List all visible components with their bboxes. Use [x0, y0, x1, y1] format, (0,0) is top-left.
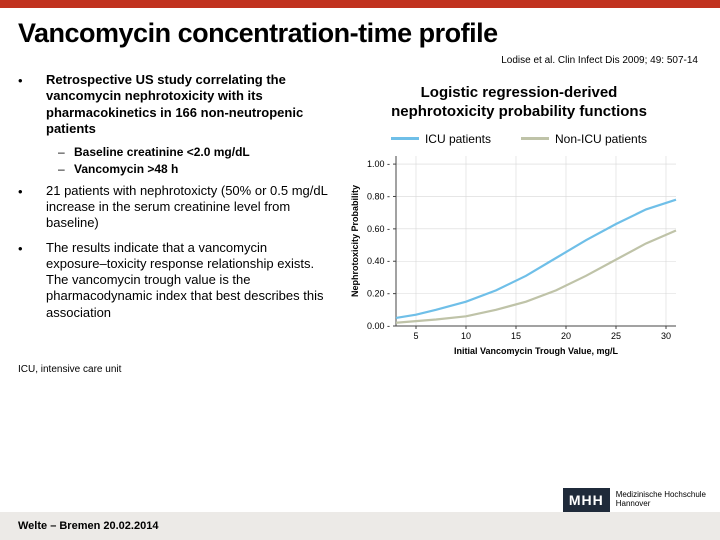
footer: MHH Medizinische Hochschule Hannover Wel… — [0, 512, 720, 540]
bullet-text: Retrospective US study correlating the v… — [46, 72, 328, 137]
bullet-item: • The results indicate that a vancomycin… — [18, 240, 328, 321]
right-column: Logistic regression-derived nephrotoxici… — [338, 72, 700, 358]
left-column: • Retrospective US study correlating the… — [18, 72, 338, 358]
legend-swatch — [391, 137, 419, 140]
logo-text: Medizinische Hochschule Hannover — [616, 491, 706, 509]
probability-chart: 0.00 - 0.20 - 0.40 - 0.60 - 0.80 - 1.00 - 5 10 1… — [348, 148, 688, 358]
svg-text:0.40 -: 0.40 - — [367, 256, 390, 266]
sub-bullet-text: Baseline creatinine <2.0 mg/dL — [74, 145, 328, 159]
svg-text:30: 30 — [661, 331, 671, 341]
sub-bullet-item: – Vancomycin >48 h — [58, 162, 328, 176]
footer-band: Welte – Bremen 20.02.2014 — [0, 512, 720, 540]
subheading-line: Logistic regression-derived — [421, 84, 618, 101]
svg-text:0.20 -: 0.20 - — [367, 288, 390, 298]
top-accent-bar — [0, 0, 720, 8]
sub-bullet-marker: – — [58, 145, 74, 159]
bullet-text: The results indicate that a vancomycin e… — [46, 240, 328, 321]
legend-label: ICU patients — [425, 132, 491, 146]
svg-text:0.00 -: 0.00 - — [367, 321, 390, 331]
citation: Lodise et al. Clin Infect Dis 2009; 49: … — [0, 55, 720, 72]
content-area: • Retrospective US study correlating the… — [0, 72, 720, 358]
svg-text:0.60 -: 0.60 - — [367, 223, 390, 233]
svg-text:Initial Vancomycin Trough Valu: Initial Vancomycin Trough Value, mg/L — [454, 346, 619, 356]
logo-line: Hannover — [616, 500, 706, 509]
legend-item-nonicu: Non-ICU patients — [521, 132, 647, 146]
svg-text:10: 10 — [461, 331, 471, 341]
bullet-marker: • — [18, 183, 46, 232]
institution-logo: MHH Medizinische Hochschule Hannover — [563, 488, 706, 512]
sub-bullet-text: Vancomycin >48 h — [74, 162, 328, 176]
svg-text:25: 25 — [611, 331, 621, 341]
slide-title: Vancomycin concentration-time profile — [0, 8, 720, 55]
bullet-marker: • — [18, 240, 46, 321]
svg-text:20: 20 — [561, 331, 571, 341]
bullet-item: • 21 patients with nephrotoxicty (50% or… — [18, 183, 328, 232]
chart-subheading: Logistic regression-derived nephrotoxici… — [338, 72, 700, 132]
chart-legend: ICU patients Non-ICU patients — [338, 132, 700, 146]
legend-label: Non-ICU patients — [555, 132, 647, 146]
bullet-text: 21 patients with nephrotoxicty (50% or 0… — [46, 183, 328, 232]
svg-text:Nephrotoxicity Probability: Nephrotoxicity Probability — [350, 184, 360, 296]
footer-text: Welte – Bremen 20.02.2014 — [18, 520, 158, 532]
svg-text:1.00 -: 1.00 - — [367, 159, 390, 169]
bullet-marker: • — [18, 72, 46, 137]
svg-text:15: 15 — [511, 331, 521, 341]
subheading-line: nephrotoxicity probability functions — [391, 103, 647, 120]
bullet-item: • Retrospective US study correlating the… — [18, 72, 328, 137]
sub-bullet-marker: – — [58, 162, 74, 176]
svg-text:5: 5 — [413, 331, 418, 341]
legend-item-icu: ICU patients — [391, 132, 491, 146]
logo-abbr: MHH — [563, 488, 610, 512]
abbreviation-note: ICU, intensive care unit — [0, 358, 720, 375]
legend-swatch — [521, 137, 549, 140]
svg-text:0.80 -: 0.80 - — [367, 191, 390, 201]
sub-bullet-item: – Baseline creatinine <2.0 mg/dL — [58, 145, 328, 159]
